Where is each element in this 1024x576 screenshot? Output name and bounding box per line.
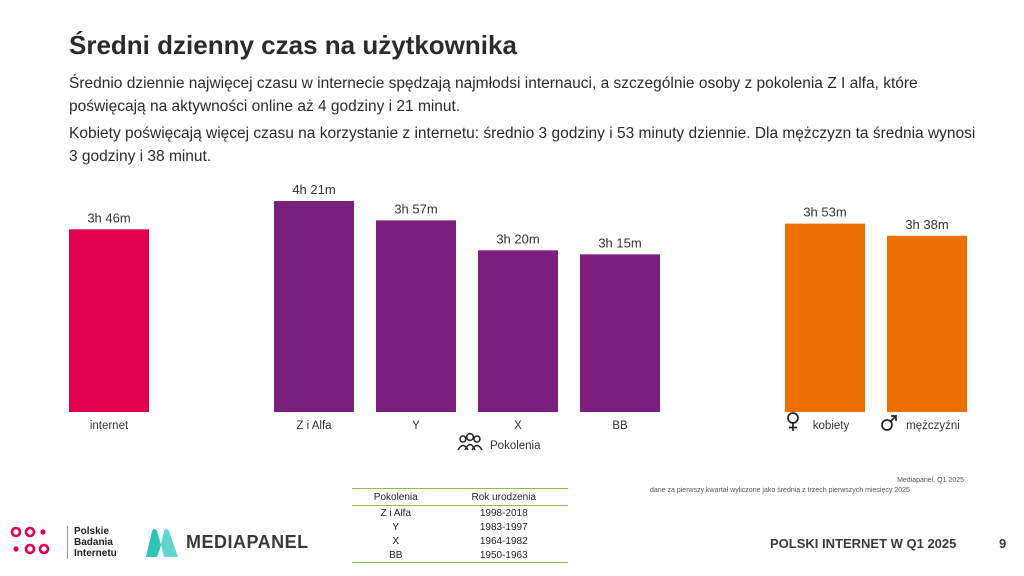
table-header-row: Pokolenia Rok urodzenia [352, 488, 568, 506]
source-note: Mediapanel, Q1 2025 [897, 477, 964, 484]
table-row: Y 1983-1997 [352, 520, 568, 534]
bar-mężczyźni [887, 235, 967, 412]
pbi-logo-text: Polskie Badania Internetu [74, 526, 117, 559]
bar-chart: 3h 46m internet 4h 21m Z i Alfa 3h 57m Y 3h 20… [69, 182, 967, 451]
bar-bb [580, 254, 660, 412]
table-cell: 1998-2018 [479, 508, 528, 519]
table-cell: 1964-1982 [479, 536, 528, 547]
generations-table: Pokolenia Rok urodzenia Z i Alfa 1998-20… [352, 488, 568, 563]
category-label: Y [412, 420, 420, 432]
category-label: BB [612, 420, 628, 432]
mediapanel-logo-icon [146, 529, 178, 557]
bar-value-label: 3h 20m [496, 231, 539, 246]
logo-divider [67, 526, 68, 559]
mediapanel-logo-text: MEDIAPANEL [186, 532, 309, 552]
intro-paragraph-generations: Średnio dziennie najwięcej czasu w inter… [69, 75, 918, 115]
category-label: kobiety [813, 420, 850, 432]
intro-paragraph-gender: Kobiety poświęcają więcej czasu na korzy… [69, 125, 976, 165]
people-group-icon [457, 432, 483, 451]
bar-kobiety [785, 223, 865, 412]
table-cell: 1983-1997 [479, 522, 528, 533]
bar-value-label: 3h 53m [803, 205, 846, 220]
pbi-logo-icon [10, 526, 50, 555]
female-symbol-icon [787, 412, 799, 431]
bar-x [478, 250, 558, 412]
table-row: Z i Alfa 1998-2018 [352, 506, 568, 521]
page-number: 9 [999, 536, 1007, 551]
bar-y [376, 220, 456, 412]
bar-value-label: 3h 57m [394, 201, 437, 216]
table-row: BB 1950-1963 [352, 548, 568, 563]
report-title: POLSKI INTERNET W Q1 2025 [770, 536, 957, 551]
bar-z-i-alfa [274, 201, 354, 412]
column-header: Rok urodzenia [439, 488, 568, 506]
table-cell: Y [392, 522, 400, 533]
male-symbol-icon [881, 415, 897, 431]
bar-value-label: 3h 15m [598, 235, 641, 250]
category-label: internet [90, 420, 129, 432]
column-header: Pokolenia [352, 488, 440, 506]
category-label: X [514, 420, 522, 432]
page-title: Średni dzienny czas na użytkownika [69, 30, 517, 60]
bar-value-label: 3h 38m [905, 217, 948, 232]
table-cell: BB [352, 548, 440, 563]
table-row: X 1964-1982 [352, 534, 568, 548]
bar-value-label: 3h 46m [87, 210, 130, 225]
category-label: Z i Alfa [296, 420, 332, 432]
table-cell: Z i Alfa [380, 508, 412, 519]
table-cell: X [392, 536, 400, 547]
generations-group-label: Pokolenia [490, 440, 541, 452]
bar-value-label: 4h 21m [292, 182, 335, 197]
bar-internet [69, 229, 149, 412]
source-note-detail: dane za pierwszy kwartał wyliczone jako … [650, 487, 910, 494]
category-label: mężczyźni [906, 420, 960, 432]
table-cell: 1950-1963 [439, 548, 568, 563]
